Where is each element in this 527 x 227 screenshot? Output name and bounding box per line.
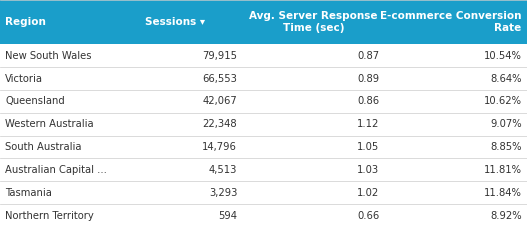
Text: Sessions ▾: Sessions ▾ — [145, 17, 205, 27]
Bar — [0, 181, 527, 204]
Text: Northern Territory: Northern Territory — [5, 211, 94, 221]
Text: 14,796: 14,796 — [202, 142, 237, 152]
Text: 1.12: 1.12 — [357, 119, 379, 129]
Text: 1.05: 1.05 — [357, 142, 379, 152]
Text: 594: 594 — [218, 211, 237, 221]
Text: 4,513: 4,513 — [209, 165, 237, 175]
Text: 8.92%: 8.92% — [490, 211, 522, 221]
Text: 0.87: 0.87 — [357, 51, 379, 61]
Text: E-commerce Conversion
Rate: E-commerce Conversion Rate — [380, 11, 522, 33]
Text: 11.81%: 11.81% — [484, 165, 522, 175]
Text: 66,553: 66,553 — [202, 74, 237, 84]
Text: Tasmania: Tasmania — [5, 188, 52, 198]
Text: New South Wales: New South Wales — [5, 51, 92, 61]
Bar — [0, 90, 527, 113]
Text: 11.84%: 11.84% — [484, 188, 522, 198]
Bar — [0, 67, 527, 90]
Text: 3,293: 3,293 — [209, 188, 237, 198]
Text: 1.03: 1.03 — [357, 165, 379, 175]
Text: 8.64%: 8.64% — [490, 74, 522, 84]
Text: 8.85%: 8.85% — [490, 142, 522, 152]
Text: 1.02: 1.02 — [357, 188, 379, 198]
Bar — [0, 44, 527, 67]
Text: Australian Capital ...: Australian Capital ... — [5, 165, 107, 175]
Text: 0.89: 0.89 — [357, 74, 379, 84]
Text: 0.86: 0.86 — [357, 96, 379, 106]
Text: 0.66: 0.66 — [357, 211, 379, 221]
Text: 22,348: 22,348 — [202, 119, 237, 129]
Text: Western Australia: Western Australia — [5, 119, 94, 129]
Text: Victoria: Victoria — [5, 74, 43, 84]
Text: 42,067: 42,067 — [202, 96, 237, 106]
Text: 9.07%: 9.07% — [490, 119, 522, 129]
Bar — [0, 136, 527, 158]
Bar — [0, 204, 527, 227]
Text: Queensland: Queensland — [5, 96, 65, 106]
Text: South Australia: South Australia — [5, 142, 82, 152]
Text: 10.62%: 10.62% — [484, 96, 522, 106]
Text: 10.54%: 10.54% — [484, 51, 522, 61]
Bar — [0, 0, 527, 44]
Text: Region: Region — [5, 17, 46, 27]
Bar — [0, 113, 527, 136]
Text: Avg. Server Response
Time (sec): Avg. Server Response Time (sec) — [249, 11, 378, 33]
Bar — [0, 158, 527, 181]
Text: 79,915: 79,915 — [202, 51, 237, 61]
